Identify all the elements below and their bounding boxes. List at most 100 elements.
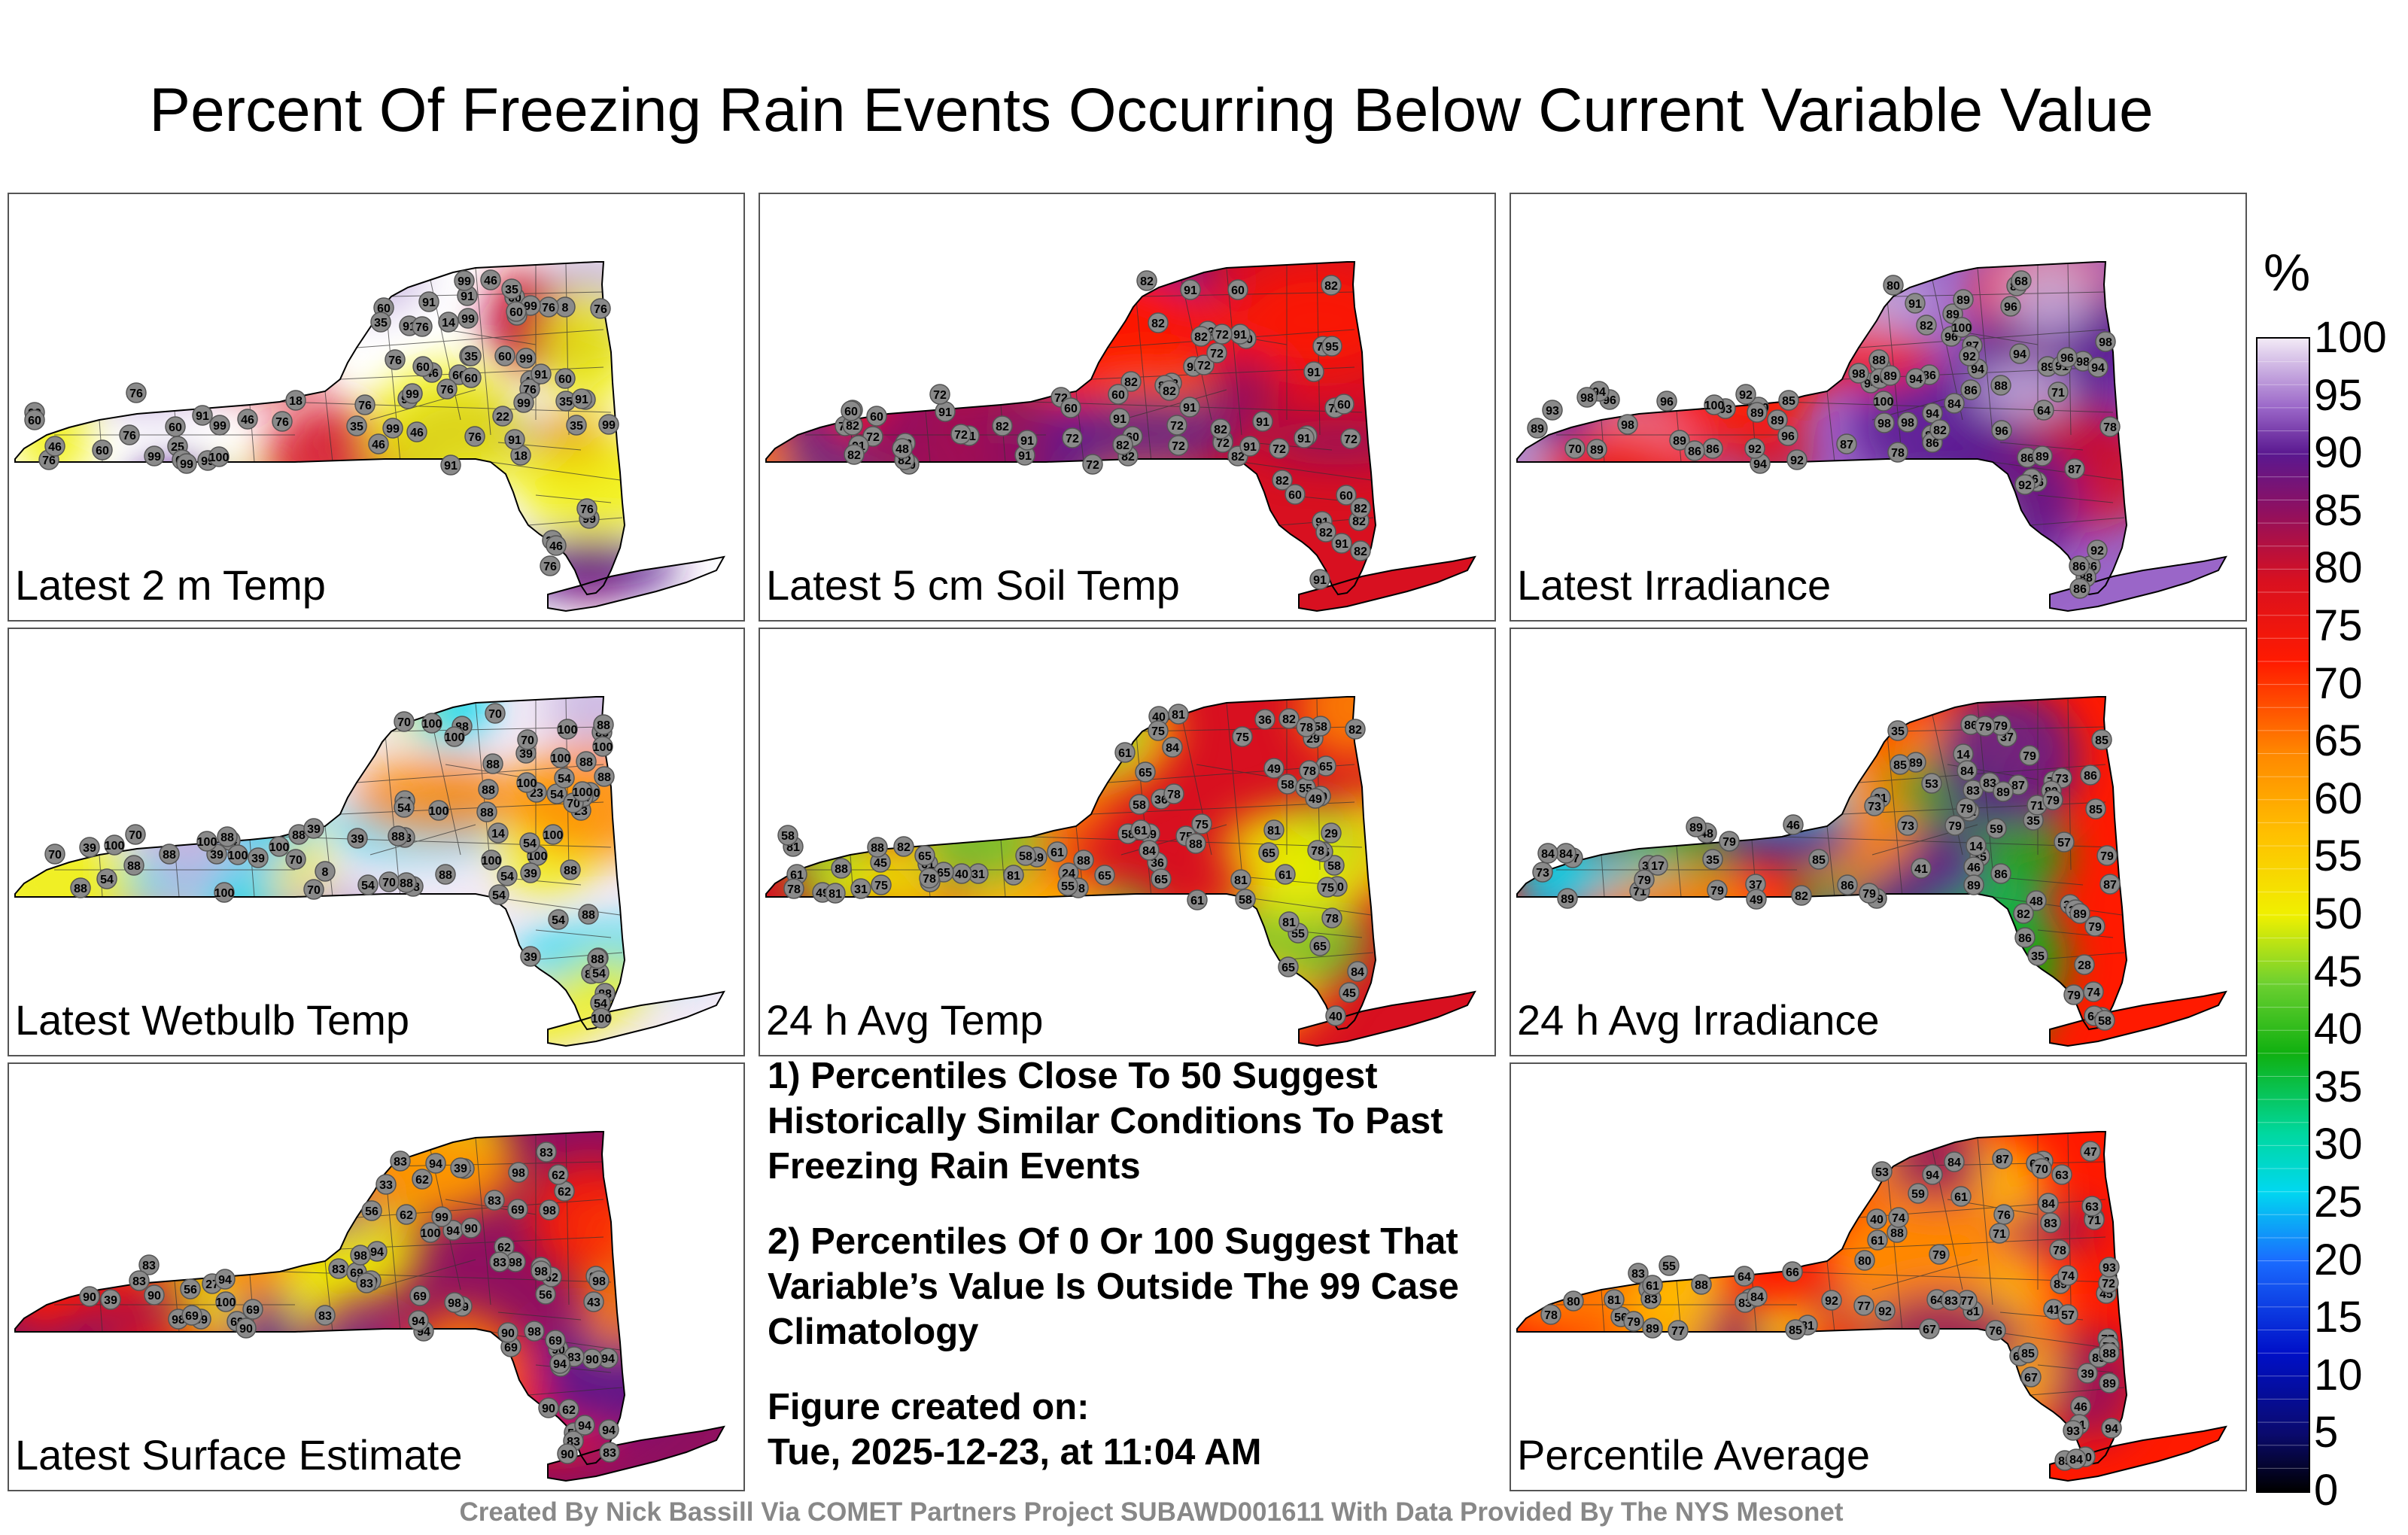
station-value: 89 xyxy=(2102,1378,2116,1391)
station-value: 71 xyxy=(2051,387,2065,400)
map-svg: 9689869494928982868798969610087988996788… xyxy=(1516,261,2227,612)
station-marker: 82 xyxy=(1210,418,1231,439)
station-value: 65 xyxy=(1154,874,1168,886)
colorbar-tick: 55 xyxy=(2314,831,2363,881)
station-marker: 88 xyxy=(1868,349,1890,370)
station-marker: 58 xyxy=(1129,794,1150,815)
station-marker: 46 xyxy=(2070,1396,2091,1417)
station-marker: 82 xyxy=(2013,903,2034,924)
station-value: 79 xyxy=(1722,836,1736,849)
station-value: 61 xyxy=(1871,1235,1884,1248)
panel-label: Latest Wetbulb Temp xyxy=(15,996,410,1044)
station-value: 69 xyxy=(246,1304,260,1317)
station-marker: 78 xyxy=(2099,416,2121,437)
station-value: 63 xyxy=(2085,1201,2099,1214)
station-marker: 91 xyxy=(418,291,439,312)
station-value: 54 xyxy=(500,871,514,883)
station-marker: 83 xyxy=(356,1272,377,1293)
station-value: 94 xyxy=(553,1358,567,1371)
station-value: 79 xyxy=(1637,874,1651,887)
station-marker: 82 xyxy=(1350,540,1371,561)
station-value: 60 xyxy=(1337,399,1351,412)
state-outline xyxy=(765,696,1377,1031)
station-value: 99 xyxy=(435,1211,448,1224)
station-value: 98 xyxy=(2099,336,2112,349)
station-marker: 41 xyxy=(1911,858,1932,879)
station-value: 98 xyxy=(1852,368,1865,381)
station-value: 71 xyxy=(2087,1214,2101,1227)
station-value: 88 xyxy=(1189,838,1202,851)
station-value: 90 xyxy=(464,1223,478,1236)
station-markers: 3535353728383538374135384921141446485753… xyxy=(1532,714,2121,1031)
station-marker: 85 xyxy=(2085,798,2106,819)
station-value: 58 xyxy=(1133,799,1146,812)
station-marker: 76 xyxy=(464,426,485,447)
station-marker: 82 xyxy=(844,444,865,465)
station-marker: 100 xyxy=(1951,317,1972,338)
station-value: 82 xyxy=(846,420,859,433)
station-value: 82 xyxy=(1348,724,1362,737)
panel-label: Latest Surface Estimate xyxy=(15,1431,463,1479)
colorbar-fill xyxy=(2258,339,2309,1491)
station-marker: 70 xyxy=(517,729,538,750)
station-value: 94 xyxy=(602,1424,616,1437)
station-marker: 81 xyxy=(1263,819,1285,840)
station-value: 55 xyxy=(1061,880,1075,893)
station-marker: 88 xyxy=(482,753,503,774)
station-value: 83 xyxy=(1966,785,1980,798)
colorbar-tick: 65 xyxy=(2314,716,2363,766)
station-value: 40 xyxy=(1870,1214,1884,1226)
station-marker: 18 xyxy=(285,390,306,411)
station-marker: 72 xyxy=(1340,428,1361,449)
station-value: 88 xyxy=(220,831,234,844)
station-marker: 55 xyxy=(1057,875,1078,896)
station-marker: 72 xyxy=(1168,435,1189,456)
station-value: 14 xyxy=(1956,749,1970,761)
station-value: 83 xyxy=(332,1263,345,1276)
station-marker: 91 xyxy=(440,454,461,476)
station-marker: 61 xyxy=(1187,889,1208,910)
station-value: 79 xyxy=(1710,885,1724,898)
station-marker: 100 xyxy=(208,446,230,467)
station-marker: 82 xyxy=(1159,380,1180,401)
station-marker: 70 xyxy=(2031,1158,2052,1179)
station-marker: 54 xyxy=(96,868,117,889)
station-marker: 86 xyxy=(1702,438,1723,459)
station-marker: 65 xyxy=(914,845,935,866)
station-markers: 4547413940725979465561647767635661665380… xyxy=(1540,1141,2122,1471)
colorbar-gradient xyxy=(2258,339,2309,1491)
station-value: 89 xyxy=(1771,415,1784,427)
station-marker: 88 xyxy=(867,837,888,858)
station-value: 88 xyxy=(1890,1227,1904,1240)
station-marker: 88 xyxy=(70,877,91,898)
station-marker: 91 xyxy=(1017,430,1038,451)
station-value: 70 xyxy=(488,708,502,721)
station-value: 76 xyxy=(440,384,454,397)
long-island-outline xyxy=(1298,990,1476,1047)
colorbar-unit: % xyxy=(2264,243,2311,302)
station-marker: 83 xyxy=(390,1150,411,1172)
station-value: 90 xyxy=(83,1291,96,1304)
station-value: 60 xyxy=(509,306,523,319)
station-marker: 91 xyxy=(571,388,592,409)
station-marker: 79 xyxy=(2019,745,2040,766)
station-value: 70 xyxy=(307,884,321,897)
station-value: 100 xyxy=(482,855,502,868)
station-marker: 74 xyxy=(2057,1265,2078,1286)
station-marker: 98 xyxy=(531,1260,552,1281)
station-value: 60 xyxy=(498,351,512,363)
station-value: 100 xyxy=(429,805,449,818)
station-value: 86 xyxy=(2020,452,2034,465)
station-value: 72 xyxy=(1172,440,1185,453)
station-markers: 3439273362908394566983396294906962698369… xyxy=(79,1141,620,1464)
station-marker: 90 xyxy=(582,1348,603,1369)
station-value: 83 xyxy=(394,1156,407,1169)
station-marker: 39 xyxy=(248,847,269,868)
station-marker: 79 xyxy=(1719,831,1740,852)
station-value: 28 xyxy=(2078,959,2091,972)
station-marker: 60 xyxy=(506,301,527,322)
station-marker: 88 xyxy=(159,843,180,865)
station-value: 82 xyxy=(1214,424,1227,436)
station-value: 54 xyxy=(552,914,565,927)
station-value: 85 xyxy=(1812,854,1826,867)
